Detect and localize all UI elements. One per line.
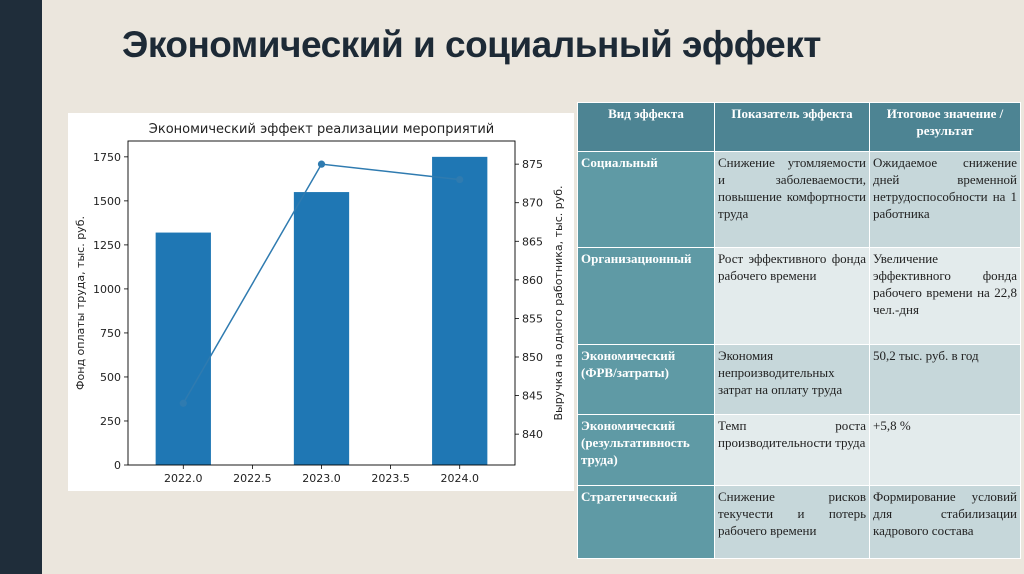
y-tick-label: 250	[100, 415, 121, 428]
y2-tick-label: 840	[522, 428, 543, 441]
y2-tick-label: 860	[522, 274, 543, 287]
chart-title: Экономический эффект реализации мероприя…	[149, 122, 494, 137]
y2-axis-label: Выручка на одного работника, тыс. руб.	[552, 185, 565, 420]
result-cell: 50,2 тыс. руб. в год	[869, 344, 1021, 415]
x-tick-label: 2023.0	[302, 472, 341, 485]
y2-tick-label: 865	[522, 235, 543, 248]
line-point	[317, 160, 326, 168]
y-tick-label: 500	[100, 371, 121, 384]
y2-tick-label: 850	[522, 351, 543, 364]
slide-title: Экономический и социальный эффект	[122, 24, 821, 65]
y-tick-label: 0	[114, 459, 121, 472]
effects-table-wrap: Вид эффекта Показатель эффекта Итоговое …	[577, 102, 1021, 559]
y2-tick-label: 875	[522, 158, 543, 171]
bar	[293, 192, 350, 465]
effect-type-cell: Экономический (ФРВ/затраты)	[577, 344, 715, 415]
result-cell: Увеличение эффективного фонда рабочего в…	[869, 247, 1021, 345]
indicator-cell: Рост эффективного фонда рабочего времени	[714, 247, 870, 345]
table-header-row: Вид эффекта Показатель эффекта Итоговое …	[577, 102, 1021, 152]
y-tick-label: 750	[100, 327, 121, 340]
line-point	[179, 399, 187, 407]
table-row: Экономический (результативность труда) Т…	[577, 414, 1021, 486]
left-accent-bar	[0, 0, 42, 574]
result-cell: Ожидаемое снижение дней временной нетруд…	[869, 151, 1021, 248]
effect-type-cell: Организационный	[577, 247, 715, 345]
y-tick-label: 1250	[93, 239, 121, 252]
bar	[155, 232, 211, 465]
table-row: Экономический (ФРВ/затраты) Экономия неп…	[577, 344, 1021, 415]
x-tick-label: 2023.5	[371, 472, 410, 485]
effect-type-cell: Экономический (результативность труда)	[577, 414, 715, 486]
indicator-cell: Снижение рисков текучести и потерь рабоч…	[714, 485, 870, 559]
y2-tick-label: 855	[522, 312, 543, 325]
y2-tick-label: 845	[522, 390, 543, 403]
combo-chart: 0 250 500 750 1000 1250 1500 1750 840 845 850 855 86…	[74, 122, 565, 485]
header-indicator: Показатель эффекта	[714, 102, 870, 152]
result-cell: Формирование условий для стабилизации ка…	[869, 485, 1021, 559]
indicator-cell: Снижение утомляемости и заболеваемости, …	[714, 151, 870, 248]
result-cell: +5,8 %	[869, 414, 1021, 486]
bar	[432, 156, 488, 465]
effect-type-cell: Стратегический	[577, 485, 715, 559]
y-axis-label: Фонд оплаты труда, тыс. руб.	[74, 216, 87, 390]
y2-tick-label: 870	[522, 197, 543, 210]
y-tick-label: 1500	[93, 195, 121, 208]
table-row: Социальный Снижение утомляемости и забол…	[577, 151, 1021, 248]
x-tick-label: 2022.0	[164, 472, 203, 485]
table-row: Стратегический Снижение рисков текучести…	[577, 485, 1021, 559]
line-point	[456, 175, 464, 184]
x-tick-label: 2022.5	[233, 472, 272, 485]
indicator-cell: Экономия непроизводительных затрат на оп…	[714, 344, 870, 415]
header-effect-type: Вид эффекта	[577, 102, 715, 152]
effect-type-cell: Социальный	[577, 151, 715, 248]
x-tick-label: 2024.0	[440, 472, 479, 485]
header-result: Итоговое значение / результат	[869, 102, 1021, 152]
indicator-cell: Темп роста производительности труда	[714, 414, 870, 486]
table-row: Организационный Рост эффективного фонда …	[577, 247, 1021, 345]
y-tick-label: 1750	[93, 151, 121, 164]
effects-table: Вид эффекта Показатель эффекта Итоговое …	[577, 102, 1021, 559]
chart-panel: 0 250 500 750 1000 1250 1500 1750 840 845 850 855 86…	[68, 113, 574, 491]
y-tick-label: 1000	[93, 283, 121, 296]
